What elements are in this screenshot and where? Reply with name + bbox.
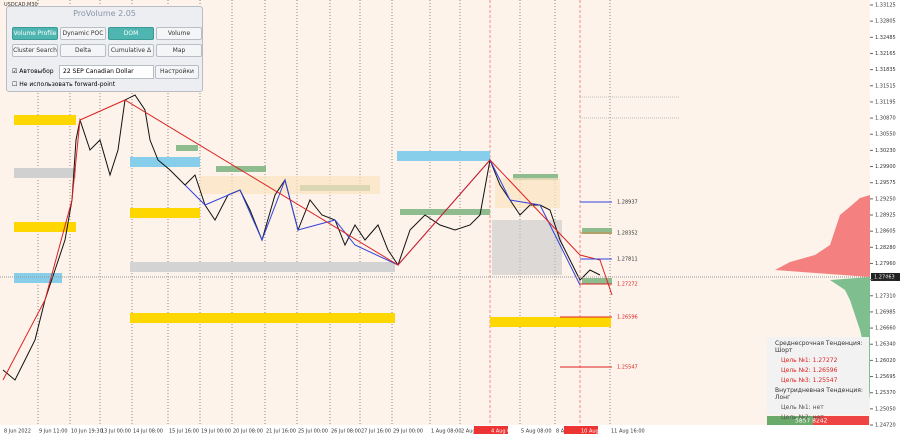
panel-button[interactable]: Dynamic POC <box>60 27 106 40</box>
price-label: 1.25695 <box>875 374 896 380</box>
time-highlight <box>474 426 508 434</box>
price-label: 1.30550 <box>875 132 896 138</box>
time-label: 10 Aug 00:00 <box>581 429 615 435</box>
price-label: 1.29250 <box>875 196 896 202</box>
price-label: 1.31195 <box>875 99 896 105</box>
price-label: 1.26020 <box>875 358 896 364</box>
price-label: 1.32165 <box>875 51 896 57</box>
price-axis: 1.33125 1.32805 1.32485 1.32165 1.31835 1.315… <box>870 3 896 429</box>
price-line <box>2 94 601 381</box>
price-label: 1.26985 <box>875 309 896 315</box>
price-label: 1.27635 <box>875 277 896 283</box>
mid-target: Цель №2: 1.26596 <box>781 367 838 374</box>
panel-title: ProVolume 2.05 <box>73 9 136 18</box>
time-label: 26 Jul 08:00 <box>331 429 361 435</box>
forward-label: Не использовать forward-point <box>19 81 116 88</box>
settings-button[interactable]: Настройки <box>155 65 199 79</box>
panel-button[interactable]: Map <box>156 44 202 57</box>
panel-button[interactable]: Cluster Search <box>12 44 58 57</box>
price-label: 1.27960 <box>875 261 896 267</box>
price-axis-bg <box>870 0 900 435</box>
time-axis-bg <box>0 425 870 435</box>
instrument: 22 SEP Canadian Dollar <box>63 68 134 75</box>
levels <box>0 96 870 368</box>
price-label: 1.30870 <box>875 116 896 122</box>
provolume-panel: ProVolume 2.05 Volume Profile Dynamic POC… <box>6 6 203 92</box>
time-label: 15 Jul 16:00 <box>169 429 199 435</box>
panel-button[interactable]: Volume Profile <box>12 27 58 40</box>
time-label: 19 Jul 00:00 <box>201 429 231 435</box>
price-label: 1.29900 <box>875 164 896 170</box>
price-label: 1.24720 <box>875 423 896 429</box>
mid-target: Цель №3: 1.25547 <box>781 377 838 384</box>
price-label: 1.25370 <box>875 390 896 396</box>
panel-button[interactable]: DOM <box>108 27 154 40</box>
mid-trend: Среднесрочная Тенденция: Шорт <box>775 340 863 354</box>
price-label: 1.31835 <box>875 67 896 73</box>
price-label: 1.28280 <box>875 245 896 251</box>
time-label: 13 Jul 00:00 <box>101 429 131 435</box>
time-highlight <box>564 426 598 434</box>
price-label: 1.28605 <box>875 229 896 235</box>
time-label: 1 Aug 08:00 <box>431 429 462 435</box>
time-label: 20 Jul 08:00 <box>233 429 263 435</box>
time-label: 8 Jun 2022 <box>4 429 31 435</box>
grid <box>37 0 611 425</box>
current-price: 1.27463 <box>874 275 895 281</box>
zigzag-blue <box>184 159 581 286</box>
current-price-badge <box>871 273 900 281</box>
price-label: 1.28925 <box>875 213 896 219</box>
symbol: USDCAD,M30 <box>4 2 38 8</box>
price-label: 1.27310 <box>875 293 896 299</box>
level-labels: 1.28937 1.28352 1.27811 1.27272 1.26596 1.255… <box>617 200 638 371</box>
volume-bar-green <box>767 416 813 425</box>
time-label: 9 Jun 11:00 <box>39 429 68 435</box>
time-label: 21 Jul 16:00 <box>266 429 296 435</box>
price-label: 1.32485 <box>875 35 896 41</box>
volume-totals: 5857 8242 <box>795 418 828 425</box>
price-label: 1.26340 <box>875 342 896 348</box>
panel-button[interactable]: Cumulative Δ <box>108 44 154 57</box>
mid-target: Цель №1: 1.27272 <box>781 357 838 364</box>
intraday-target: Цель №1: нет <box>781 404 824 411</box>
price-label: 1.29575 <box>875 180 896 186</box>
time-label: 11 Aug 16:00 <box>611 429 645 435</box>
level-label: 1.25547 <box>617 365 638 371</box>
intraday-target: Цель №2: нет <box>781 414 824 421</box>
intraday-trend: Внутридневная Тенденция: Лонг <box>775 387 863 401</box>
price-label: 1.32805 <box>875 19 896 25</box>
volume-bar-red <box>767 416 869 425</box>
volume-profile <box>775 195 870 400</box>
time-label: 5 Aug 08:00 <box>521 429 552 435</box>
forward-checkbox[interactable]: ☐ Не использовать forward-point <box>12 81 116 88</box>
auto-label: Автовыбор <box>19 68 54 75</box>
time-label: 25 Jul 00:00 <box>298 429 328 435</box>
level-label: 1.28352 <box>617 231 638 237</box>
zones <box>14 115 612 327</box>
info-box: Среднесрочная Тенденция: Шорт Цель №1: 1… <box>767 337 869 421</box>
time-label: 14 Jul 08:00 <box>133 429 163 435</box>
panel-button[interactable]: Delta <box>60 44 106 57</box>
time-label: 27 Jul 16:00 <box>361 429 391 435</box>
price-label: 1.26660 <box>875 326 896 332</box>
auto-checkbox[interactable]: ☑ Автовыбор <box>12 68 54 75</box>
time-label: 10 Jun 19:30 <box>71 429 103 435</box>
zigzag-red <box>2 99 613 381</box>
price-label: 1.25050 <box>875 406 896 412</box>
instrument-select[interactable]: 22 SEP Canadian Dollar <box>59 65 154 79</box>
time-label: 29 Jul 00:00 <box>393 429 423 435</box>
price-label: 1.31515 <box>875 83 896 89</box>
level-label: 1.27272 <box>617 282 638 288</box>
time-label: 4 Aug 00:00 <box>491 429 522 435</box>
price-label: 1.30230 <box>875 148 896 154</box>
level-label: 1.28937 <box>617 200 638 206</box>
panel-button[interactable]: Volume <box>156 27 202 40</box>
price-label: 1.33125 <box>875 3 896 9</box>
level-label: 1.26596 <box>617 315 638 321</box>
level-label: 1.27811 <box>617 257 638 263</box>
